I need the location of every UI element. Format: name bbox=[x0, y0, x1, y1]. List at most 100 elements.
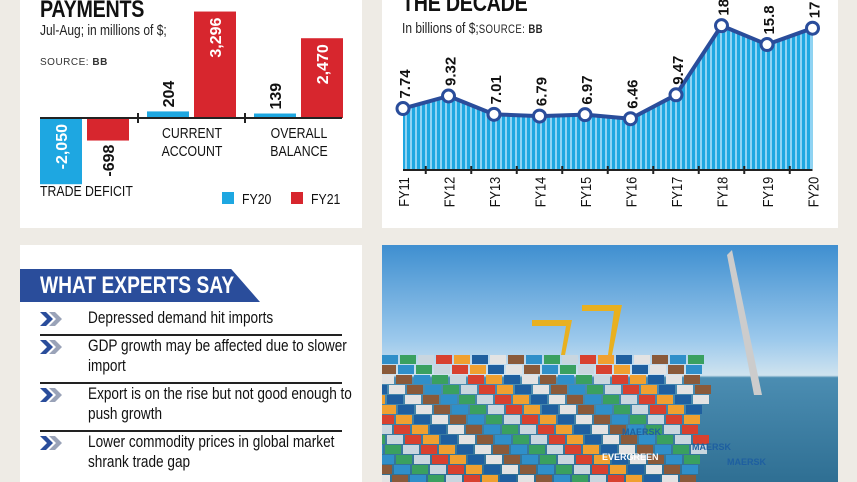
shipping-container bbox=[450, 415, 466, 424]
shipping-container bbox=[423, 435, 439, 444]
shipping-container bbox=[382, 465, 392, 474]
area-fill bbox=[403, 25, 813, 170]
data-point bbox=[623, 111, 638, 127]
bar-value-label: 139 bbox=[268, 83, 285, 110]
shipping-container bbox=[441, 435, 457, 444]
shipping-container bbox=[565, 445, 581, 454]
shipping-container bbox=[382, 355, 398, 364]
shipping-container bbox=[407, 385, 423, 394]
shipping-container bbox=[486, 415, 502, 424]
shipping-container bbox=[628, 425, 644, 434]
shipping-container bbox=[608, 475, 624, 482]
bar-fy21 bbox=[301, 38, 343, 118]
chart-title: THE DECADE bbox=[402, 0, 528, 17]
shipping-container bbox=[502, 465, 518, 474]
shipping-container bbox=[592, 465, 608, 474]
shipping-container bbox=[382, 445, 383, 454]
shipping-container bbox=[382, 435, 385, 444]
shipping-container bbox=[416, 405, 432, 414]
shipping-container bbox=[686, 405, 702, 414]
shipping-container bbox=[693, 395, 709, 404]
shipping-container bbox=[524, 365, 540, 374]
shipping-container bbox=[657, 395, 673, 404]
expert-point-text: Depressed demand hit imports bbox=[88, 308, 274, 327]
crane bbox=[727, 250, 762, 395]
shipping-container bbox=[414, 375, 430, 384]
shipping-container bbox=[596, 365, 612, 374]
shipping-container bbox=[612, 375, 628, 384]
shipping-container bbox=[540, 375, 556, 384]
category-label: OVERALL bbox=[271, 125, 328, 141]
shipping-container bbox=[506, 365, 522, 374]
shipping-container bbox=[574, 425, 590, 434]
shipping-container bbox=[466, 425, 482, 434]
shipping-container bbox=[590, 475, 606, 482]
shipping-container bbox=[542, 405, 558, 414]
shipping-container bbox=[446, 475, 462, 482]
series-line bbox=[402, 23, 814, 121]
shipping-container bbox=[387, 395, 403, 404]
shipping-container bbox=[430, 425, 446, 434]
shipping-container bbox=[522, 455, 538, 464]
shipping-container bbox=[540, 415, 556, 424]
shipping-container bbox=[396, 455, 412, 464]
data-point bbox=[441, 88, 456, 104]
shipping-container bbox=[680, 475, 696, 482]
chart-source: SOURCE: BB bbox=[40, 57, 108, 68]
shipping-container bbox=[632, 405, 648, 414]
shipping-container bbox=[524, 405, 540, 414]
shipping-container bbox=[423, 395, 439, 404]
shipping-container bbox=[634, 355, 650, 364]
shipping-container bbox=[382, 455, 394, 464]
shipping-container bbox=[508, 355, 524, 364]
shipping-container bbox=[452, 405, 468, 414]
shipping-container bbox=[398, 405, 414, 414]
data-point bbox=[668, 87, 684, 103]
shipping-container bbox=[522, 415, 538, 424]
shipping-container bbox=[603, 435, 619, 444]
shipping-container bbox=[554, 475, 570, 482]
shipping-container bbox=[610, 465, 626, 474]
shipping-container bbox=[470, 405, 486, 414]
data-point bbox=[714, 18, 729, 34]
shipping-container bbox=[666, 415, 682, 424]
shipping-container bbox=[630, 375, 646, 384]
shipping-container bbox=[477, 395, 493, 404]
shipping-container bbox=[477, 435, 493, 444]
shipping-container bbox=[648, 455, 664, 464]
chart-subtitle: Jul-Aug; in millions of $; bbox=[40, 22, 167, 39]
shipping-container bbox=[513, 435, 529, 444]
shipping-container bbox=[540, 455, 556, 464]
shipping-container bbox=[558, 455, 574, 464]
x-tick-label: FY17 bbox=[668, 177, 685, 208]
shipping-container bbox=[382, 405, 396, 414]
shipping-container bbox=[466, 465, 482, 474]
shipping-container bbox=[666, 455, 682, 464]
shipping-container bbox=[677, 385, 693, 394]
legend-label: FY21 bbox=[311, 191, 340, 207]
shipping-container bbox=[450, 375, 466, 384]
bar-fy20 bbox=[147, 111, 189, 118]
shipping-container bbox=[432, 415, 448, 424]
bar-fy21 bbox=[87, 118, 129, 141]
shipping-container bbox=[605, 385, 621, 394]
shipping-container bbox=[601, 445, 617, 454]
experts-heading: WHAT EXPERTS SAY bbox=[20, 269, 260, 302]
shipping-container bbox=[558, 375, 574, 384]
shipping-container bbox=[560, 365, 576, 374]
shipping-container bbox=[396, 375, 412, 384]
shipping-container bbox=[628, 465, 644, 474]
shipping-container bbox=[522, 375, 538, 384]
shipping-container bbox=[594, 415, 610, 424]
shipping-container bbox=[405, 395, 421, 404]
shipping-container bbox=[637, 445, 653, 454]
shipping-container bbox=[650, 405, 666, 414]
data-point bbox=[805, 20, 820, 36]
shipping-container bbox=[533, 385, 549, 394]
shipping-container bbox=[585, 435, 601, 444]
data-label: 9.47 bbox=[670, 56, 687, 85]
shipping-container bbox=[511, 445, 527, 454]
shipping-container bbox=[646, 425, 662, 434]
shipping-container bbox=[392, 475, 408, 482]
shipping-container bbox=[382, 415, 394, 424]
